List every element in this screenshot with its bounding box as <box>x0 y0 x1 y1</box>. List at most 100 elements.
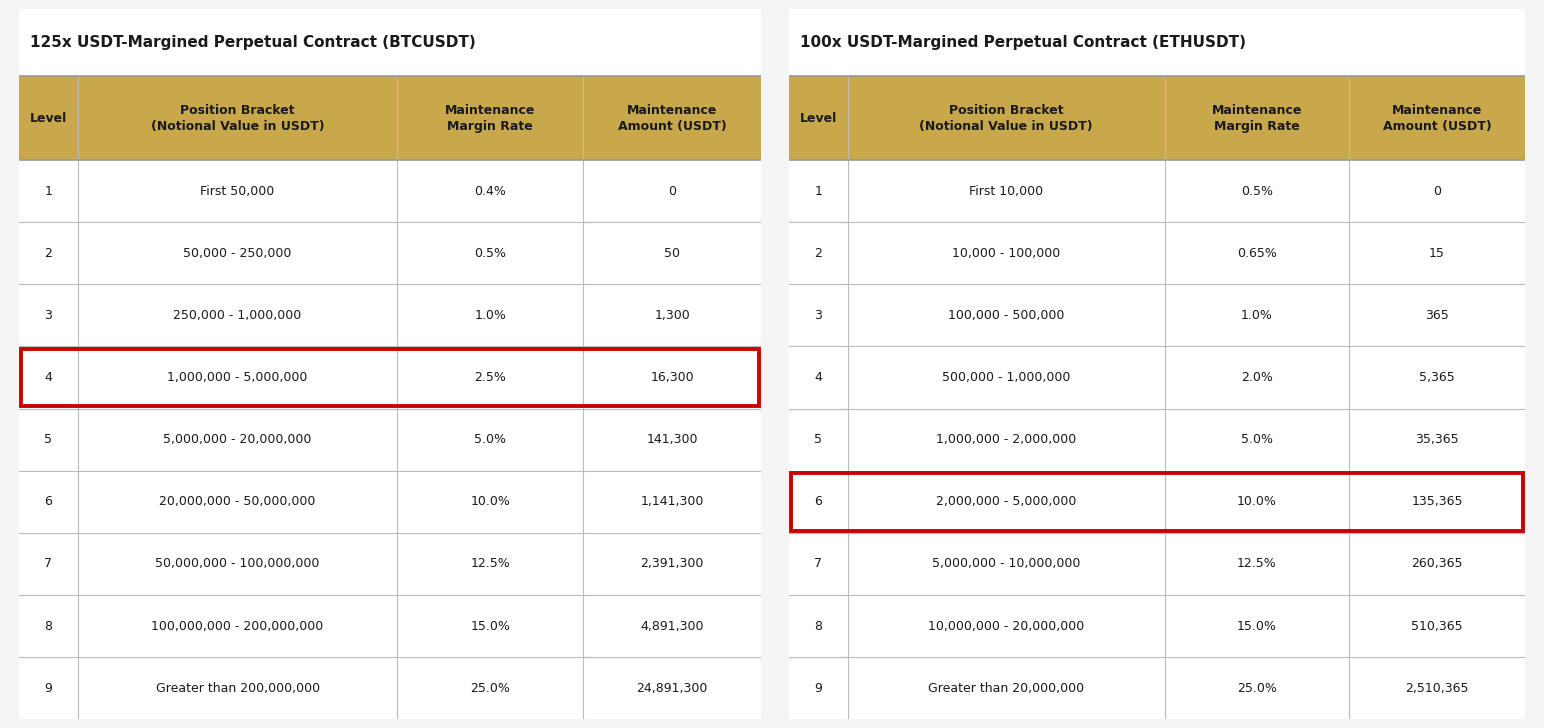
Text: 10,000 - 100,000: 10,000 - 100,000 <box>953 247 1061 260</box>
Bar <box>848 347 1164 408</box>
Bar <box>19 533 77 595</box>
Bar <box>397 533 584 595</box>
Bar <box>77 533 397 595</box>
Bar <box>791 473 1524 531</box>
Text: 5.0%: 5.0% <box>474 433 506 446</box>
Text: 135,365: 135,365 <box>1411 495 1462 508</box>
Bar <box>397 222 584 285</box>
Bar <box>789 595 848 657</box>
Bar <box>77 222 397 285</box>
Text: 4,891,300: 4,891,300 <box>641 620 704 633</box>
Text: 1,300: 1,300 <box>655 309 690 322</box>
Text: 3: 3 <box>45 309 52 322</box>
Bar <box>19 285 77 347</box>
Bar <box>1164 285 1349 347</box>
Bar <box>19 76 77 160</box>
Text: 100x USDT-Margined Perpetual Contract (ETHUSDT): 100x USDT-Margined Perpetual Contract (E… <box>800 35 1246 50</box>
Bar <box>789 533 848 595</box>
Bar <box>584 657 761 719</box>
Text: Level: Level <box>29 111 66 124</box>
Text: 2.5%: 2.5% <box>474 371 506 384</box>
Bar <box>1164 160 1349 222</box>
Bar <box>397 76 584 160</box>
Bar <box>1349 657 1525 719</box>
Text: 16,300: 16,300 <box>650 371 693 384</box>
Bar <box>1349 471 1525 533</box>
Text: 50,000 - 250,000: 50,000 - 250,000 <box>184 247 292 260</box>
Bar <box>1349 533 1525 595</box>
Bar <box>584 471 761 533</box>
Bar <box>848 657 1164 719</box>
Bar <box>20 349 760 406</box>
Bar <box>1349 222 1525 285</box>
Text: 5,000,000 - 10,000,000: 5,000,000 - 10,000,000 <box>933 558 1081 571</box>
Bar <box>397 595 584 657</box>
Text: Greater than 200,000,000: Greater than 200,000,000 <box>156 681 320 695</box>
Bar <box>584 76 761 160</box>
Text: 10.0%: 10.0% <box>471 495 510 508</box>
Text: 5: 5 <box>814 433 823 446</box>
Bar <box>397 347 584 408</box>
Text: 25.0%: 25.0% <box>1237 681 1277 695</box>
Bar <box>397 285 584 347</box>
Text: 1.0%: 1.0% <box>1241 309 1272 322</box>
Text: 12.5%: 12.5% <box>471 558 510 571</box>
Text: 7: 7 <box>45 558 52 571</box>
Bar <box>848 160 1164 222</box>
Bar <box>789 160 848 222</box>
Bar <box>584 595 761 657</box>
Text: 15: 15 <box>1430 247 1445 260</box>
Text: 5.0%: 5.0% <box>1241 433 1272 446</box>
Text: Greater than 20,000,000: Greater than 20,000,000 <box>928 681 1084 695</box>
Bar <box>77 408 397 471</box>
Bar <box>1349 408 1525 471</box>
Text: 25.0%: 25.0% <box>471 681 510 695</box>
Bar <box>397 408 584 471</box>
Bar <box>77 471 397 533</box>
Bar <box>19 347 77 408</box>
Text: 10.0%: 10.0% <box>1237 495 1277 508</box>
Bar <box>848 595 1164 657</box>
Bar <box>77 76 397 160</box>
Text: 141,300: 141,300 <box>647 433 698 446</box>
Text: 0.65%: 0.65% <box>1237 247 1277 260</box>
Text: 1: 1 <box>815 185 823 197</box>
Text: Maintenance
Amount (USDT): Maintenance Amount (USDT) <box>1383 103 1492 132</box>
Bar <box>789 9 1525 76</box>
Bar <box>848 408 1164 471</box>
Bar <box>789 657 848 719</box>
Bar <box>848 533 1164 595</box>
Bar <box>789 285 848 347</box>
Bar <box>789 471 848 533</box>
Bar <box>584 347 761 408</box>
Bar <box>19 408 77 471</box>
Text: First 50,000: First 50,000 <box>201 185 275 197</box>
Text: 2: 2 <box>815 247 823 260</box>
Text: 5,000,000 - 20,000,000: 5,000,000 - 20,000,000 <box>164 433 312 446</box>
Text: 100,000,000 - 200,000,000: 100,000,000 - 200,000,000 <box>151 620 324 633</box>
Bar <box>789 222 848 285</box>
Bar <box>397 160 584 222</box>
Text: 2,391,300: 2,391,300 <box>641 558 704 571</box>
Text: 50,000,000 - 100,000,000: 50,000,000 - 100,000,000 <box>156 558 320 571</box>
Bar <box>584 533 761 595</box>
Bar <box>1164 76 1349 160</box>
Text: 0: 0 <box>669 185 676 197</box>
Bar <box>19 595 77 657</box>
Bar <box>397 471 584 533</box>
Text: Maintenance
Margin Rate: Maintenance Margin Rate <box>1212 103 1302 132</box>
Text: 4: 4 <box>815 371 823 384</box>
Bar <box>1349 76 1525 160</box>
Bar <box>77 657 397 719</box>
Bar <box>848 471 1164 533</box>
Bar <box>19 9 761 76</box>
Text: 20,000,000 - 50,000,000: 20,000,000 - 50,000,000 <box>159 495 317 508</box>
Text: Position Bracket
(Notional Value in USDT): Position Bracket (Notional Value in USDT… <box>919 103 1093 132</box>
Text: 3: 3 <box>815 309 823 322</box>
Bar <box>848 285 1164 347</box>
Text: 500,000 - 1,000,000: 500,000 - 1,000,000 <box>942 371 1070 384</box>
Bar <box>77 347 397 408</box>
Bar <box>848 222 1164 285</box>
Text: 260,365: 260,365 <box>1411 558 1462 571</box>
Text: 9: 9 <box>45 681 52 695</box>
